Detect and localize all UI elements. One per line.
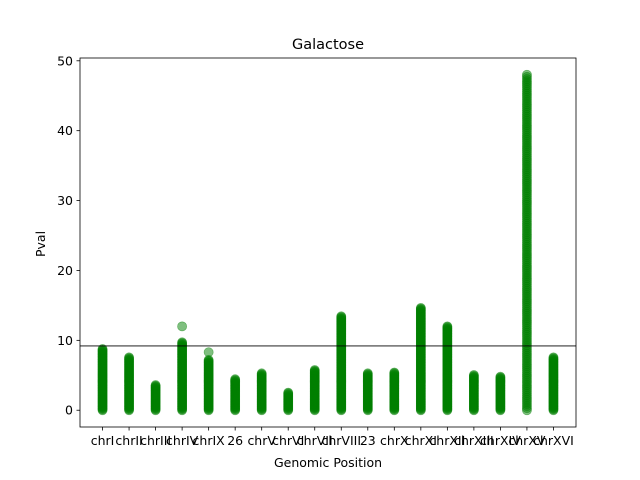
y-tick-label: 10 [57,333,73,348]
data-point [468,370,479,380]
x-tick-label: 26 [227,433,243,448]
data-point [522,69,532,80]
point-column-chrIV [177,337,188,416]
data-point [362,368,373,379]
data-point [177,337,188,348]
point-column-chrXVI [548,352,559,416]
point-column-chrVI [283,387,294,416]
y-axis-label: Pval [33,231,48,257]
data-point [336,311,347,322]
data-point [97,344,108,354]
x-tick-label: chrI [91,433,115,448]
y-axis-ticks: 0 10 20 30 40 50 [57,53,80,418]
x-tick-label: chrXIV [480,433,521,448]
x-tick-label: chrXVI [533,433,574,448]
point-column-chrVIII [336,311,347,416]
x-tick-label: chrXII [429,433,465,448]
data-point [124,352,134,363]
y-tick-label: 20 [57,263,73,278]
point-column-23 [362,368,373,416]
x-tick-label: chrV [247,433,276,448]
y-tick-label: 40 [57,123,73,138]
x-tick-label: chrVI [272,433,304,448]
x-tick-label: chrXI [405,433,437,448]
y-tick-label: 0 [65,403,73,418]
x-tick-label: chrIII [140,433,171,448]
data-point [309,365,320,375]
data-point [495,371,506,382]
x-tick-label: chrX [380,433,409,448]
x-tick-label: chrVII [297,433,333,448]
point-column-chrX [389,367,400,416]
data-point [150,380,161,390]
point-column-chrIX [203,355,214,416]
point-column-chrII [124,352,134,416]
data-points [97,69,559,416]
point-column-chrXIII [468,370,479,416]
y-tick-label: 30 [57,193,73,208]
y-tick-label: 50 [57,53,73,68]
data-point [442,321,453,332]
point-column-chrXIV [495,371,506,416]
x-tick-label: chrVIII [321,433,361,448]
data-point [548,352,559,363]
point-column-26 [230,374,241,416]
plot-frame [79,57,577,428]
point-column-chrIII [150,380,161,416]
data-point [230,374,241,385]
outlier-point [177,321,188,332]
data-point [415,303,426,313]
point-column-chrV [256,368,267,416]
x-tick-label: chrII [115,433,142,448]
x-tick-label: chrXIII [454,433,494,448]
x-tick-label: chrIV [166,433,199,448]
data-point [283,387,294,398]
data-point [389,367,400,378]
point-column-chrVII [309,365,320,416]
chart-title: Galactose [292,37,364,53]
point-column-chrXI [415,303,426,416]
x-tick-label: 23 [360,433,376,448]
x-tick-label: chrIX [193,433,226,448]
outlier-point [203,347,214,358]
data-point [256,368,267,379]
x-tick-label: chrXV [508,433,545,448]
point-column-chrI [97,344,108,416]
point-column-chrXII [442,321,453,416]
x-axis-label: Genomic Position [274,455,382,470]
point-column-chrXV [522,69,532,416]
